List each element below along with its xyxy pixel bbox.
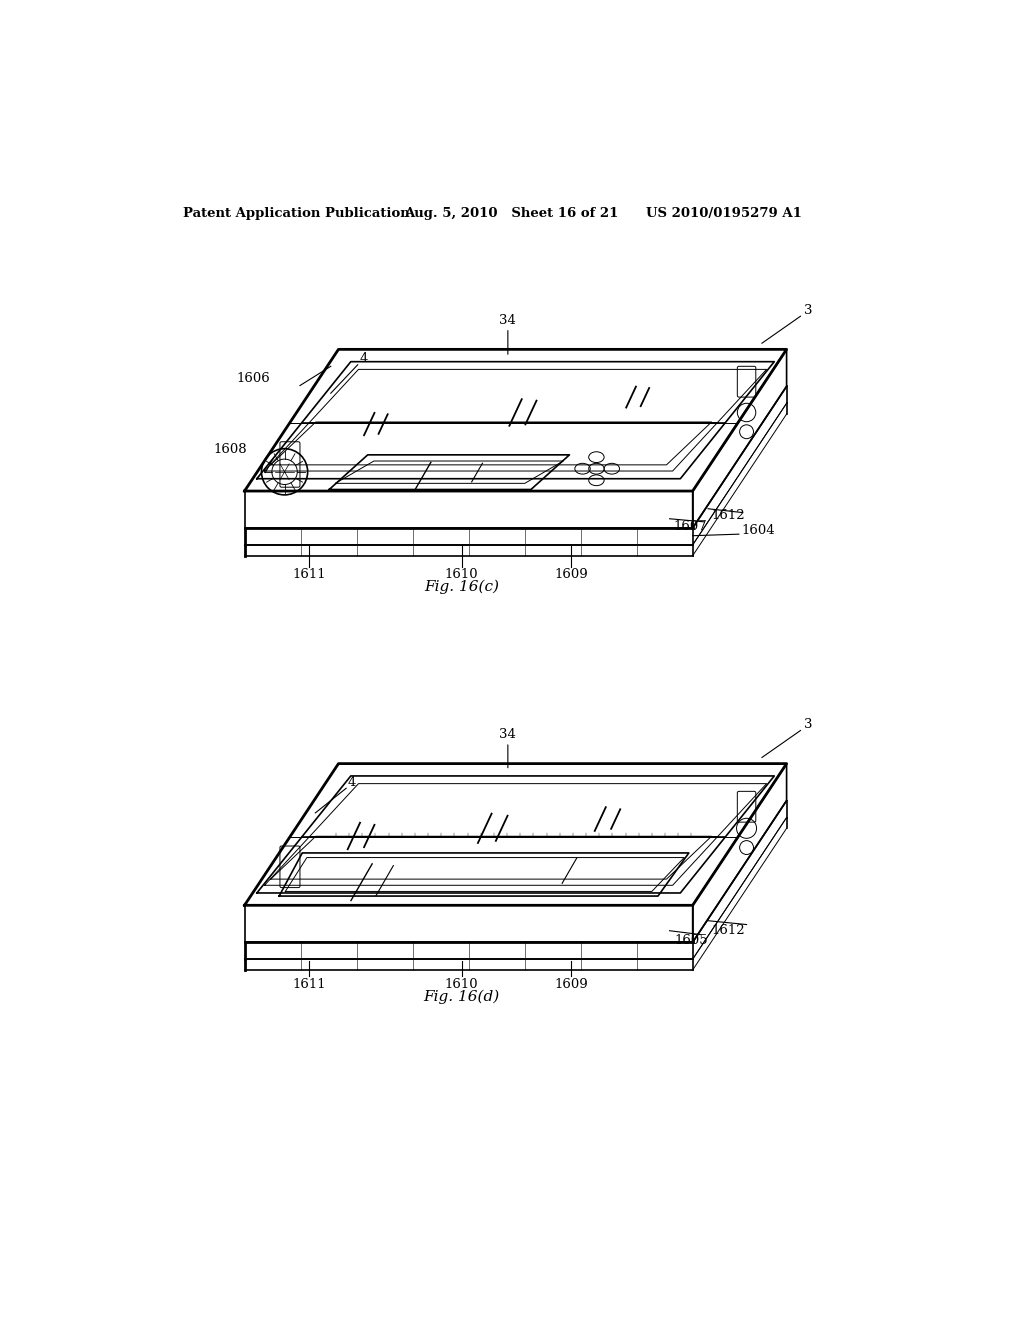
Text: 4: 4 [348,776,356,789]
Text: Fig. 16(c): Fig. 16(c) [424,579,499,594]
Text: 4: 4 [359,352,368,366]
Text: 1611: 1611 [293,978,326,991]
Text: US 2010/0195279 A1: US 2010/0195279 A1 [646,207,803,220]
Text: Fig. 16(d): Fig. 16(d) [424,990,500,1003]
Text: 1605: 1605 [674,933,708,946]
Text: Patent Application Publication: Patent Application Publication [183,207,410,220]
Text: 3: 3 [804,304,813,317]
Text: 1608: 1608 [213,444,247,457]
Text: 3: 3 [804,718,813,731]
Text: 34: 34 [500,729,516,742]
Text: 1606: 1606 [237,372,270,384]
Text: 1609: 1609 [554,568,588,581]
Text: 1609: 1609 [554,978,588,991]
Text: Aug. 5, 2010   Sheet 16 of 21: Aug. 5, 2010 Sheet 16 of 21 [403,207,618,220]
Text: 1604: 1604 [741,524,775,537]
Text: 34: 34 [500,314,516,327]
Text: 1607: 1607 [674,520,708,532]
Text: 1612: 1612 [712,924,745,937]
Text: 1610: 1610 [444,978,478,991]
Text: 1612: 1612 [712,508,745,521]
Text: 1611: 1611 [293,568,326,581]
Text: 1610: 1610 [444,568,478,581]
